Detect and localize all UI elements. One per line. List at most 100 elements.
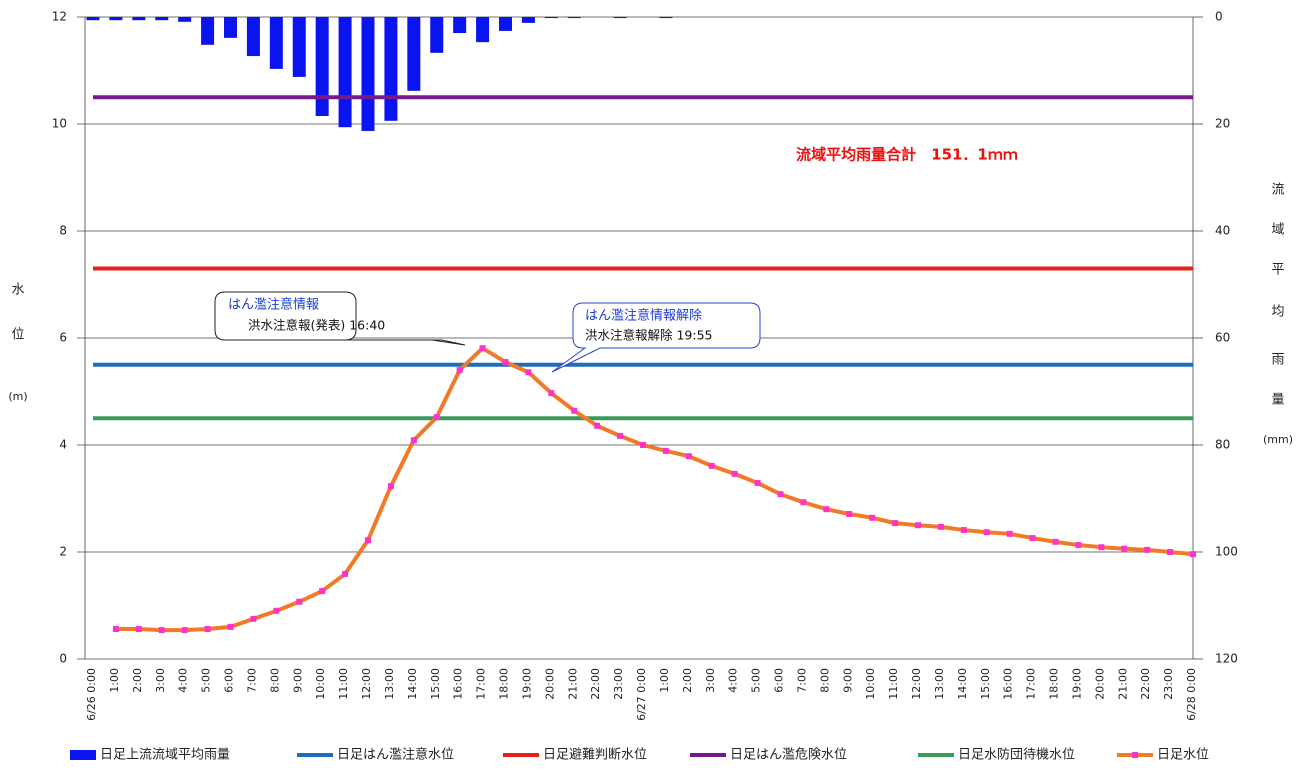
bar bbox=[567, 17, 581, 19]
bar bbox=[521, 17, 535, 23]
marker bbox=[846, 511, 853, 518]
x-tick-label: 3:00 bbox=[154, 668, 167, 693]
y-tick-label: 8 bbox=[59, 224, 67, 238]
bar bbox=[659, 17, 673, 19]
x-tick-label: 14:00 bbox=[406, 668, 419, 700]
marker bbox=[1098, 544, 1105, 551]
legend-swatch bbox=[1132, 752, 1138, 758]
annotation-title: はん濫注意情報 bbox=[228, 297, 319, 313]
callout-box bbox=[551, 302, 761, 373]
axis-label: 域 bbox=[1271, 223, 1284, 238]
marker bbox=[1006, 530, 1013, 537]
marker bbox=[1121, 545, 1128, 552]
x-tick-label: 14:00 bbox=[956, 668, 969, 700]
bar bbox=[269, 17, 283, 69]
marker bbox=[960, 527, 967, 534]
marker bbox=[777, 491, 784, 498]
marker bbox=[1144, 546, 1151, 553]
x-tick-label: 5:00 bbox=[750, 668, 763, 693]
bar bbox=[315, 17, 329, 116]
bar bbox=[246, 17, 260, 57]
x-tick-label: 13:00 bbox=[933, 668, 946, 700]
x-tick-label: 8:00 bbox=[818, 668, 831, 693]
y2-tick-label: 20 bbox=[1215, 117, 1230, 131]
marker bbox=[708, 462, 715, 469]
bar bbox=[430, 17, 444, 53]
marker bbox=[823, 506, 830, 513]
x-tick-label: 1:00 bbox=[658, 668, 671, 693]
marker bbox=[548, 390, 555, 397]
marker bbox=[1190, 551, 1196, 558]
x-tick-label: 20:00 bbox=[1093, 668, 1106, 700]
x-tick-label: 18:00 bbox=[1048, 668, 1061, 700]
axis-label: (mm) bbox=[1263, 433, 1293, 446]
marker bbox=[158, 627, 165, 634]
x-tick-label: 10:00 bbox=[314, 668, 327, 700]
x-tick-label: 6:00 bbox=[223, 668, 236, 693]
marker bbox=[731, 470, 738, 477]
y2-tick-label: 60 bbox=[1215, 331, 1230, 345]
marker bbox=[915, 522, 921, 529]
bar bbox=[292, 17, 306, 77]
x-tick-label: 2:00 bbox=[131, 668, 144, 693]
x-tick-label: 22:00 bbox=[589, 668, 602, 700]
marker bbox=[800, 499, 807, 506]
marker bbox=[1052, 538, 1059, 545]
x-tick-label: 8:00 bbox=[268, 668, 281, 693]
bar bbox=[86, 17, 100, 21]
marker bbox=[433, 414, 440, 421]
marker bbox=[662, 447, 669, 454]
bar bbox=[132, 17, 146, 21]
marker bbox=[135, 626, 142, 633]
y2-tick-label: 80 bbox=[1215, 438, 1230, 452]
y-tick-label: 6 bbox=[59, 331, 67, 345]
axis-label: 雨 bbox=[1271, 353, 1284, 368]
x-tick-label: 19:00 bbox=[1070, 668, 1083, 700]
marker bbox=[181, 627, 188, 634]
x-tick-label: 21:00 bbox=[1116, 668, 1129, 700]
legend-label: 日足上流流域平均雨量 bbox=[100, 748, 230, 763]
x-tick-label: 22:00 bbox=[1139, 668, 1152, 700]
bar bbox=[613, 17, 627, 19]
x-tick-label: 10:00 bbox=[864, 668, 877, 700]
x-tick-label: 2:00 bbox=[681, 668, 694, 693]
x-tick-label: 21:00 bbox=[566, 668, 579, 700]
marker bbox=[892, 520, 899, 527]
legend-label: 日足はん濫注意水位 bbox=[337, 747, 454, 763]
marker bbox=[342, 570, 349, 577]
bar bbox=[109, 17, 123, 21]
y2-tick-label: 120 bbox=[1215, 652, 1238, 666]
axis-label: 量 bbox=[1271, 393, 1284, 408]
bar bbox=[361, 17, 375, 131]
y2-tick-label: 40 bbox=[1215, 224, 1230, 238]
marker bbox=[571, 407, 578, 414]
legend-label: 日足避難判断水位 bbox=[543, 748, 647, 763]
x-tick-label: 18:00 bbox=[498, 668, 511, 700]
marker bbox=[754, 479, 761, 486]
marker bbox=[112, 626, 119, 633]
x-tick-label: 6/26 0:00 bbox=[85, 668, 98, 721]
x-tick-label: 17:00 bbox=[1025, 668, 1038, 700]
marker bbox=[273, 607, 280, 614]
marker bbox=[1029, 535, 1036, 542]
y2-tick-label: 100 bbox=[1215, 545, 1238, 559]
x-tick-label: 6/28 0:00 bbox=[1185, 668, 1198, 721]
marker bbox=[365, 537, 371, 544]
marker bbox=[617, 432, 624, 439]
x-tick-label: 3:00 bbox=[704, 668, 717, 693]
marker bbox=[1167, 549, 1174, 555]
marker bbox=[525, 369, 532, 376]
marker bbox=[869, 514, 876, 521]
x-tick-label: 9:00 bbox=[841, 668, 854, 693]
x-tick-label: 15:00 bbox=[429, 668, 442, 700]
marker bbox=[296, 598, 303, 605]
rain-total: 流域平均雨量合計 151．1ｍｍ bbox=[796, 146, 1018, 164]
axis-label: 均 bbox=[1271, 305, 1284, 320]
y-tick-label: 2 bbox=[59, 545, 67, 559]
axis-label: 水 bbox=[11, 283, 24, 298]
bar bbox=[453, 17, 467, 34]
x-tick-label: 7:00 bbox=[795, 668, 808, 693]
axis-label: 位 bbox=[11, 328, 24, 343]
bar bbox=[155, 17, 169, 21]
